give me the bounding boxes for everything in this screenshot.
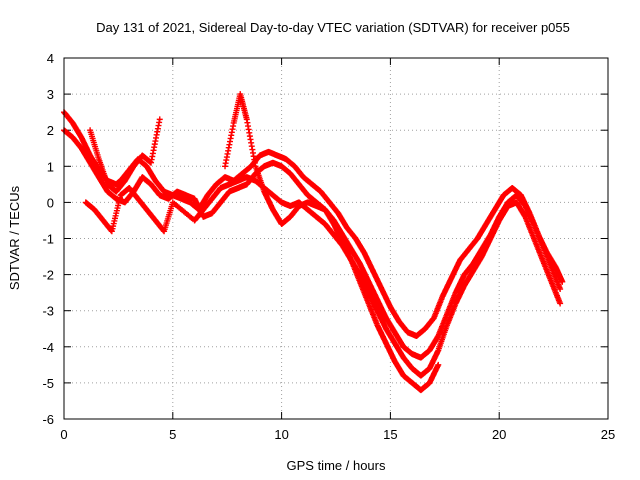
y-tick-label: 4 (47, 51, 54, 66)
y-tick-label: 0 (47, 195, 54, 210)
y-axis-label: SDTVAR / TECUs (7, 185, 22, 290)
x-tick-label: 15 (383, 427, 397, 442)
x-tick-label: 0 (60, 427, 67, 442)
y-tick-label: 2 (47, 123, 54, 138)
x-tick-label: 20 (492, 427, 506, 442)
y-tick-label: -5 (42, 376, 54, 391)
y-tick-label: -4 (42, 340, 54, 355)
x-tick-label: 25 (601, 427, 615, 442)
chart-title: Day 131 of 2021, Sidereal Day-to-day VTE… (96, 20, 570, 35)
data-point-markers (87, 91, 442, 394)
x-tick-label: 5 (169, 427, 176, 442)
x-axis-label: GPS time / hours (287, 458, 386, 473)
y-tick-label: -3 (42, 304, 54, 319)
plot-frame (63, 57, 609, 420)
y-tick-label: -6 (42, 412, 54, 427)
y-tick-label: 3 (47, 87, 54, 102)
x-tick-label: 10 (274, 427, 288, 442)
y-tick-label: -1 (42, 232, 54, 247)
y-tick-label: 1 (47, 159, 54, 174)
y-tick-label: -2 (42, 268, 54, 283)
series-track-4 (87, 91, 442, 394)
